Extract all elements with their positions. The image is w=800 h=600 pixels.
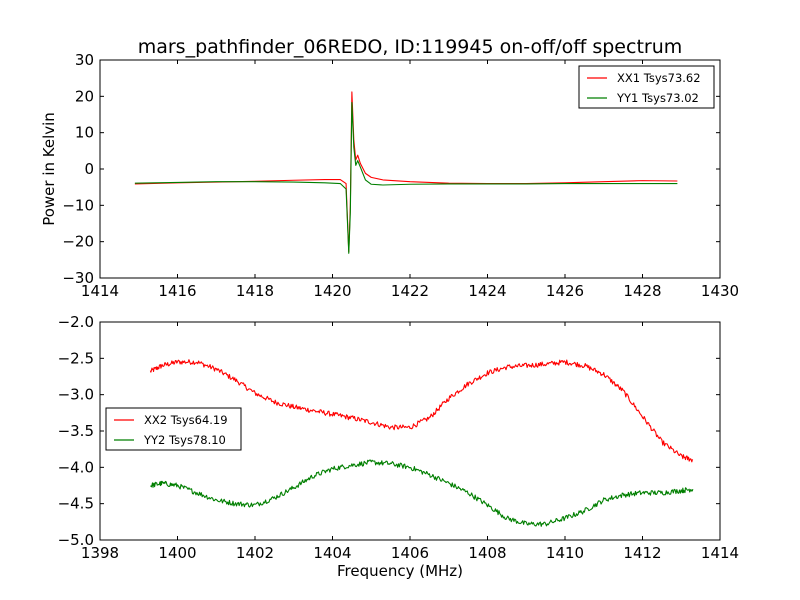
y-tick-label: −30: [62, 269, 94, 287]
x-axis-label: Frequency (MHz): [337, 562, 463, 580]
legend-entry: XX1 Tsys73.62: [617, 71, 701, 85]
y-tick-label: 20: [75, 87, 94, 105]
y-tick-label: −2.5: [58, 349, 94, 367]
y-tick-label: −4.5: [58, 495, 94, 513]
y-axis-label: Power in Kelvin: [40, 112, 58, 226]
series-line: [149, 359, 694, 463]
y-tick-label: −2.0: [58, 313, 94, 331]
top-plot: 1414 1416 1418 1420 1422 1424 1426 1428 1430 −30 −…: [40, 51, 739, 300]
legend: XX1 Tsys73.62 YY1 Tsys73.02: [578, 65, 715, 109]
legend-entry: XX2 Tsys64.19: [144, 413, 228, 427]
legend: XX2 Tsys64.19 YY2 Tsys78.10: [105, 407, 242, 451]
legend-entry: YY1 Tsys73.02: [616, 91, 699, 105]
y-tick-label: −10: [62, 196, 94, 214]
chart-title: mars_pathfinder_06REDO, ID:119945 on-off…: [138, 36, 683, 58]
legend-box: [105, 407, 242, 451]
x-tick-label: 1422: [391, 282, 429, 300]
legend-entry: YY2 Tsys78.10: [143, 433, 226, 447]
y-tick-label: −20: [62, 233, 94, 251]
x-tick-label: 1418: [236, 282, 274, 300]
x-tick-label: 1410: [546, 544, 584, 562]
x-tick-label: 1404: [313, 544, 351, 562]
x-tick-label: 1428: [623, 282, 661, 300]
y-tick-label: −3.5: [58, 422, 94, 440]
y-tick-label: −5.0: [58, 531, 94, 549]
x-tick-label: 1408: [468, 544, 506, 562]
y-tick-label: −3.0: [58, 386, 94, 404]
x-tick-label: 1400: [158, 544, 196, 562]
legend-box: [578, 65, 715, 109]
y-tick-label: −4.0: [58, 458, 94, 476]
y-tick-label: 10: [75, 124, 94, 142]
x-tick-label: 1398: [81, 544, 119, 562]
x-tick-label: 1416: [158, 282, 196, 300]
x-tick-label: 1412: [623, 544, 661, 562]
x-tick-label: 1406: [391, 544, 429, 562]
series-line: [134, 101, 678, 254]
y-tick-label: 30: [75, 51, 94, 69]
x-tick-label: 1414: [81, 282, 119, 300]
x-tick-label: 1430: [701, 282, 739, 300]
x-tick-label: 1424: [468, 282, 506, 300]
series-line: [150, 459, 694, 527]
bottom-plot: 1398 1400 1402 1404 1406 1408 1410 1412 1414 −5.0…: [58, 313, 740, 580]
y-tick-label: 0: [84, 160, 94, 178]
x-tick-label: 1414: [701, 544, 739, 562]
x-tick-label: 1420: [313, 282, 351, 300]
x-tick-label: 1402: [236, 544, 274, 562]
x-tick-label: 1426: [546, 282, 584, 300]
